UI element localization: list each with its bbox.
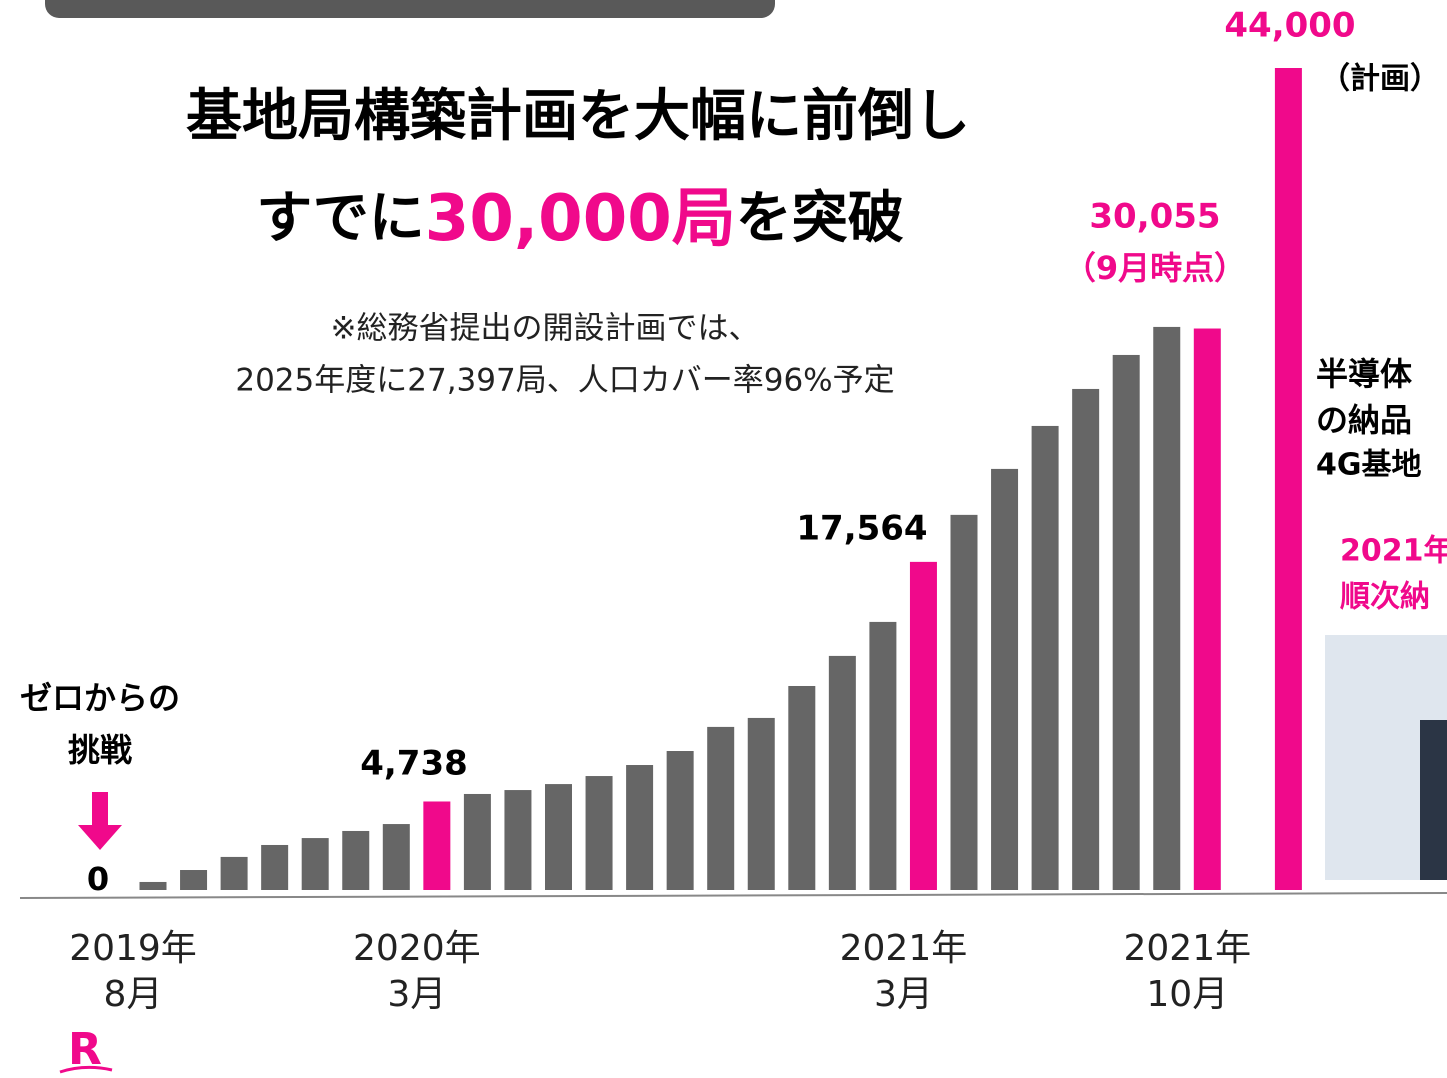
- bar: [869, 621, 897, 890]
- bar: [747, 717, 775, 890]
- bar: [342, 830, 370, 890]
- baseline: [19, 892, 1447, 899]
- annotation: ゼロからの: [20, 679, 180, 717]
- note-line: 2025年度に27,397局、人口カバー率96%予定: [235, 363, 894, 399]
- bar: [828, 655, 856, 890]
- value-label: 30,055: [1089, 197, 1220, 237]
- bar: [1274, 68, 1302, 890]
- side-text: 4G基地: [1316, 448, 1422, 483]
- bar: [220, 856, 248, 890]
- bar: [423, 801, 451, 890]
- slide-title: 基地局構築計画を大幅に前倒し: [186, 84, 970, 149]
- bar: [1072, 388, 1100, 890]
- value-label: 44,000: [1224, 6, 1355, 46]
- bar: [1112, 354, 1140, 890]
- side-highlight: 2021年: [1340, 534, 1447, 569]
- bar: [1193, 328, 1221, 890]
- x-tick-label: 2021年 3月: [840, 928, 968, 1015]
- annotation: 0: [87, 860, 109, 898]
- bar: [382, 824, 410, 890]
- bar: [261, 844, 289, 890]
- header-bar: [45, 0, 775, 18]
- bar: [545, 784, 572, 890]
- arrow: [78, 792, 122, 850]
- bar: [585, 776, 613, 890]
- x-tick-label: 2020年 3月: [353, 928, 481, 1015]
- bar: [707, 726, 735, 890]
- subtitle-part: を突破: [736, 186, 904, 251]
- value-label: 17,564: [796, 509, 927, 549]
- bar: [1031, 425, 1059, 890]
- bar: [666, 751, 694, 890]
- bar: [626, 765, 654, 890]
- bar: [504, 790, 532, 890]
- subtitle-part: すでに: [256, 186, 425, 251]
- logo-swoosh: [59, 1065, 113, 1074]
- bar: [463, 793, 491, 890]
- bar: [180, 870, 208, 890]
- annotation: （9月時点）: [1064, 249, 1246, 287]
- note-line: ※総務省提出の開設計画では、: [331, 311, 760, 347]
- subtitle-highlight: 30,000局: [425, 182, 736, 256]
- bar: [950, 514, 978, 890]
- slide-subtitle: すでに30,000局を突破: [256, 182, 904, 256]
- x-tick-label: 2019年 8月: [69, 928, 197, 1015]
- bar: [991, 468, 1019, 890]
- bar: [301, 838, 329, 890]
- bar: [1153, 326, 1181, 890]
- side-text: 半導体: [1316, 355, 1412, 393]
- photo-figure: [1420, 720, 1447, 880]
- bar: [788, 685, 816, 890]
- side-text: の納品: [1316, 401, 1412, 439]
- value-label: 4,738: [360, 744, 468, 784]
- bar: [909, 561, 937, 890]
- annotation: 挑戦: [68, 731, 132, 769]
- side-highlight: 順次納: [1340, 580, 1430, 615]
- annotation: （計画）: [1320, 62, 1440, 97]
- x-tick-label: 2021年 10月: [1123, 928, 1251, 1015]
- bar: [139, 881, 167, 890]
